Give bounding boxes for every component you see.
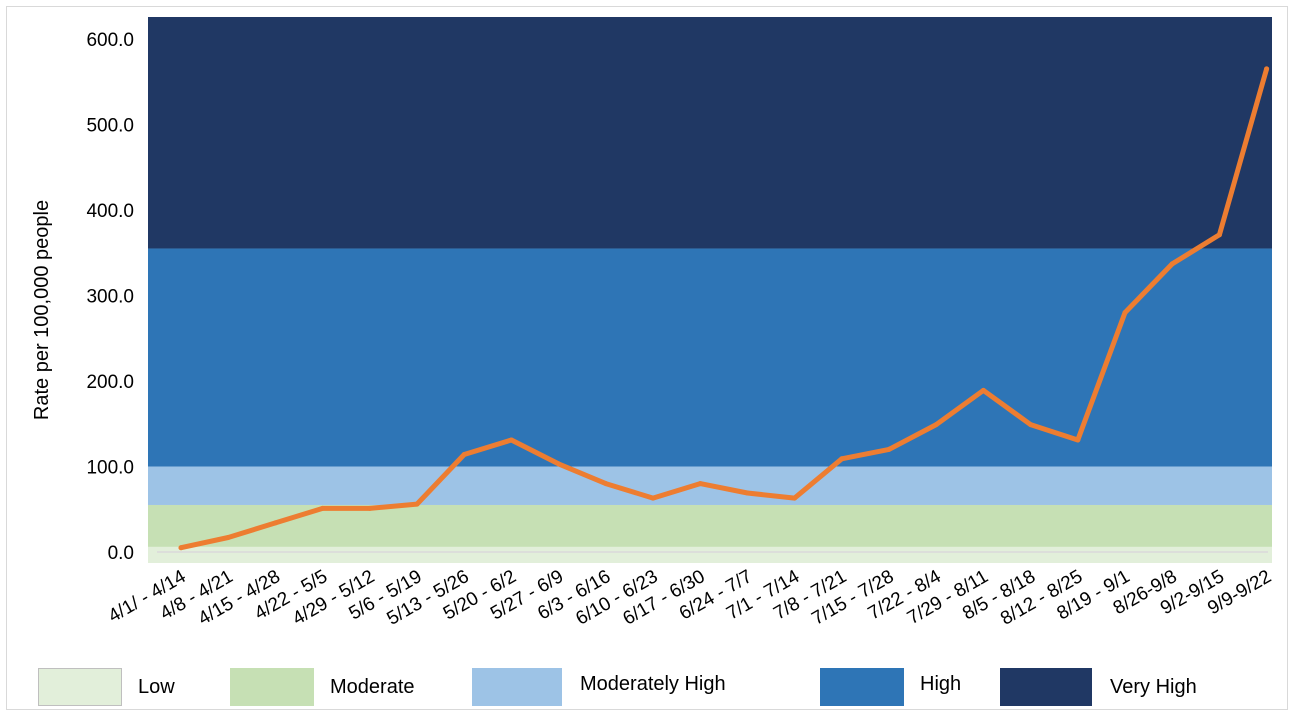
data-point — [225, 534, 231, 540]
series-points — [178, 66, 1270, 551]
y-tick-label: 500.0 — [86, 116, 134, 137]
legend-swatch-low — [38, 668, 122, 706]
data-point — [414, 501, 420, 507]
band-moderate — [148, 504, 1272, 547]
legend-label-moderate: Moderate — [330, 676, 415, 698]
data-point — [650, 495, 656, 501]
y-tick-labels: 0.0 100.0 200.0 300.0 400.0 500.0 600.0 — [86, 30, 134, 564]
data-point — [1264, 66, 1270, 72]
data-point — [1122, 310, 1128, 316]
data-point — [272, 520, 278, 526]
data-point — [933, 422, 939, 428]
x-tick-labels: 4/1/ - 4/144/8 - 4/214/15 - 4/284/22 - 5… — [105, 566, 1275, 630]
data-point — [1028, 422, 1034, 428]
data-point — [1075, 437, 1081, 443]
data-point — [508, 437, 514, 443]
y-tick-label: 100.0 — [86, 458, 134, 479]
data-point — [980, 387, 986, 393]
data-point — [603, 481, 609, 487]
data-point — [556, 461, 562, 467]
legend-label-low: Low — [138, 676, 175, 698]
legend-swatch-very-high — [1000, 668, 1092, 706]
data-point — [461, 452, 467, 458]
data-point — [839, 456, 845, 462]
y-tick-label: 600.0 — [86, 30, 134, 51]
data-point — [320, 505, 326, 511]
data-point — [367, 505, 373, 511]
data-point — [1169, 261, 1175, 267]
y-axis-title: Rate per 100,000 people — [31, 200, 53, 420]
legend-label-moderately-high: Moderately High — [580, 673, 726, 695]
data-point — [886, 446, 892, 452]
legend-swatch-moderately-high — [472, 668, 562, 706]
legend-swatch-moderate — [230, 668, 314, 706]
data-point — [178, 545, 184, 551]
data-point — [744, 490, 750, 496]
data-point — [697, 481, 703, 487]
band-very-high — [148, 17, 1272, 249]
chart-frame — [6, 6, 1288, 710]
legend-label-very-high: Very High — [1110, 676, 1197, 698]
y-tick-label: 400.0 — [86, 201, 134, 222]
band-low — [148, 546, 1272, 563]
y-tick-label: 0.0 — [108, 543, 134, 564]
series-line — [178, 66, 1270, 551]
legend-swatch-high — [820, 668, 904, 706]
legend-label-high: High — [920, 673, 962, 695]
data-point — [792, 495, 798, 501]
data-point — [1216, 232, 1222, 238]
risk-bands — [148, 17, 1272, 563]
legend: Low Moderate Moderately High High Very H… — [38, 668, 1258, 712]
y-tick-label: 200.0 — [86, 372, 134, 393]
band-high — [148, 248, 1272, 467]
y-tick-label: 300.0 — [86, 287, 134, 308]
